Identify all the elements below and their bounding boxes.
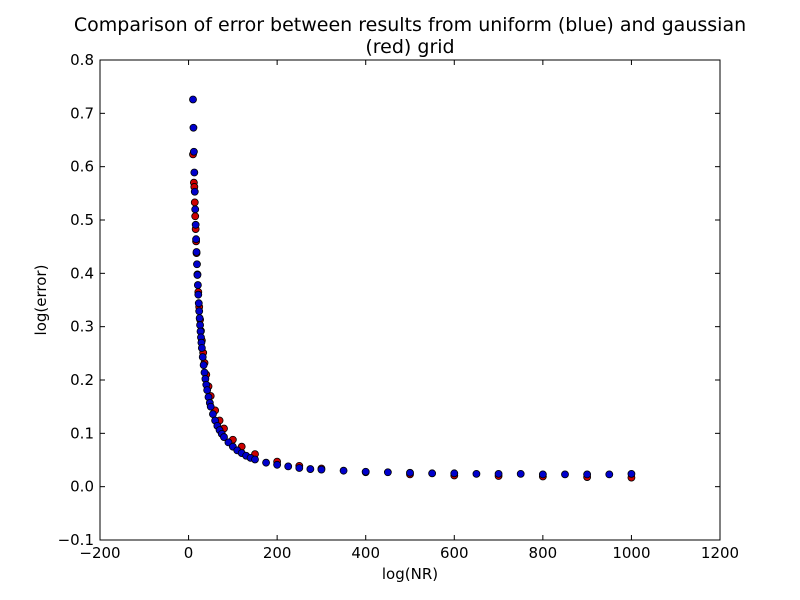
- data-point-series-1: [199, 361, 208, 369]
- x-tick-label: 0: [184, 544, 194, 562]
- data-point-series-1: [339, 466, 348, 475]
- y-tick-label: 0.6: [70, 158, 94, 176]
- y-tick-label: 0.8: [70, 51, 94, 69]
- data-point-series-1: [189, 95, 197, 104]
- y-tick-label: 0.4: [70, 264, 94, 282]
- data-point-series-1: [627, 469, 636, 478]
- data-point-series-1: [428, 469, 437, 478]
- data-point-series-1: [190, 168, 199, 177]
- data-point-series-1: [194, 290, 203, 299]
- data-point-series-1: [605, 470, 614, 479]
- data-point-series-0: [190, 198, 199, 207]
- data-point-series-1: [209, 410, 217, 419]
- data-point-series-1: [191, 220, 200, 229]
- chart-title-line-1: Comparison of error between results from…: [74, 14, 746, 36]
- data-point-series-1: [203, 386, 212, 395]
- data-point-series-1: [251, 455, 259, 464]
- data-point-series-1: [195, 314, 204, 323]
- x-axis-label: log(NR): [382, 565, 438, 583]
- data-point-series-1: [561, 470, 569, 479]
- data-point-series-1: [206, 402, 215, 411]
- x-tick-label: −200: [79, 544, 120, 562]
- data-point-series-1: [284, 462, 293, 471]
- chart-title-line-2: (red) grid: [365, 36, 454, 58]
- data-point-series-0: [191, 212, 200, 221]
- x-tick-label: 200: [263, 544, 292, 562]
- x-tick-label: 1000: [612, 544, 650, 562]
- data-point-series-1: [406, 468, 414, 477]
- data-point-series-1: [189, 147, 198, 156]
- data-point-series-1: [191, 205, 200, 214]
- y-tick-label: 0.0: [70, 478, 94, 496]
- data-point-series-1: [306, 465, 315, 473]
- data-point-series-1: [200, 368, 209, 377]
- y-tick-label: 0.7: [70, 104, 94, 122]
- y-tick-label: −0.1: [58, 531, 94, 549]
- data-point-series-1: [193, 271, 202, 279]
- tick-labels-layer: −200 0 200 400 600 800 1000 1200 −0.1 0.0 0.1 0.2 0.…: [58, 51, 740, 562]
- data-point-series-1: [195, 307, 204, 316]
- data-point-series-1: [317, 465, 326, 474]
- data-point-series-1: [192, 248, 201, 256]
- data-point-series-1: [193, 281, 202, 289]
- y-tick-label: 0.1: [70, 424, 94, 442]
- data-point-series-1: [220, 433, 228, 441]
- data-point-series-1: [198, 353, 207, 361]
- data-point-series-1: [197, 344, 206, 352]
- data-point-series-1: [472, 469, 481, 478]
- data-point-series-1: [295, 464, 304, 472]
- x-tick-label: 1200: [701, 544, 739, 562]
- y-tick-label: 0.3: [70, 318, 94, 336]
- data-point-series-1: [383, 468, 392, 477]
- plot-area-frame: [99, 59, 721, 541]
- data-point-series-1: [583, 470, 592, 479]
- y-tick-label: 0.2: [70, 371, 94, 389]
- data-point-series-1: [538, 470, 547, 479]
- data-point-series-1: [273, 460, 282, 469]
- x-tick-label: 800: [529, 544, 558, 562]
- data-point-series-1: [189, 123, 198, 132]
- data-point-series-1: [190, 187, 199, 196]
- data-point-series-1: [450, 469, 459, 478]
- data-point-series-1: [516, 469, 525, 478]
- y-axis-label: log(error): [32, 265, 50, 336]
- x-tick-label: 600: [440, 544, 469, 562]
- data-point-series-1: [196, 321, 204, 329]
- data-point-series-1: [494, 469, 503, 478]
- data-point-series-1: [262, 458, 270, 467]
- points-layer: [189, 95, 636, 482]
- data-point-series-1: [193, 260, 201, 269]
- x-tick-label: 400: [351, 544, 380, 562]
- data-point-series-1: [192, 235, 201, 244]
- y-tick-label: 0.5: [70, 211, 94, 229]
- data-point-series-1: [361, 467, 370, 476]
- data-point-series-1: [194, 299, 203, 308]
